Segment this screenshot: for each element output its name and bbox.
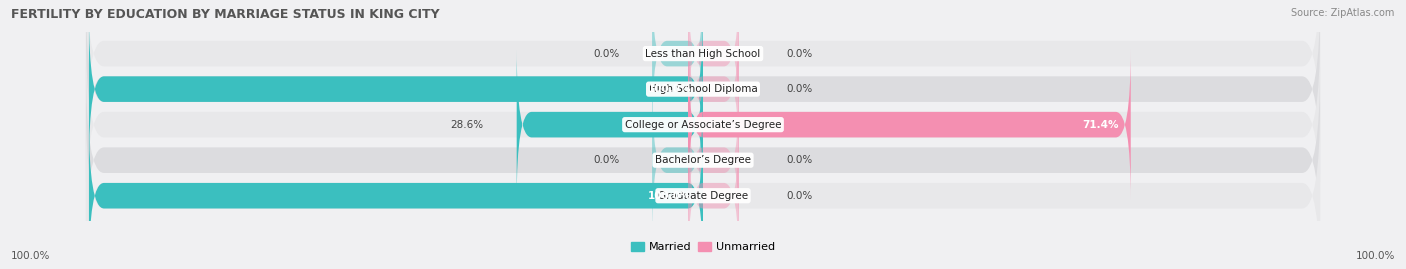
Text: Source: ZipAtlas.com: Source: ZipAtlas.com xyxy=(1291,8,1395,18)
Text: 28.6%: 28.6% xyxy=(450,120,484,130)
FancyBboxPatch shape xyxy=(86,31,1320,218)
Text: College or Associate’s Degree: College or Associate’s Degree xyxy=(624,120,782,130)
Text: FERTILITY BY EDUCATION BY MARRIAGE STATUS IN KING CITY: FERTILITY BY EDUCATION BY MARRIAGE STATU… xyxy=(11,8,440,21)
Text: 0.0%: 0.0% xyxy=(593,155,619,165)
Text: 100.0%: 100.0% xyxy=(1355,251,1395,261)
FancyBboxPatch shape xyxy=(86,102,1320,269)
FancyBboxPatch shape xyxy=(652,84,703,236)
Text: 0.0%: 0.0% xyxy=(787,191,813,201)
Text: 0.0%: 0.0% xyxy=(787,84,813,94)
Text: 71.4%: 71.4% xyxy=(1083,120,1119,130)
FancyBboxPatch shape xyxy=(688,13,740,165)
FancyBboxPatch shape xyxy=(86,66,1320,254)
Text: 0.0%: 0.0% xyxy=(593,49,619,59)
Text: 0.0%: 0.0% xyxy=(787,155,813,165)
Text: 100.0%: 100.0% xyxy=(11,251,51,261)
FancyBboxPatch shape xyxy=(688,49,1130,201)
Text: 100.0%: 100.0% xyxy=(648,191,690,201)
FancyBboxPatch shape xyxy=(688,84,740,236)
Text: 100.0%: 100.0% xyxy=(648,84,690,94)
Text: 0.0%: 0.0% xyxy=(787,49,813,59)
Text: Graduate Degree: Graduate Degree xyxy=(658,191,748,201)
FancyBboxPatch shape xyxy=(652,0,703,130)
FancyBboxPatch shape xyxy=(86,0,1320,183)
Text: Bachelor’s Degree: Bachelor’s Degree xyxy=(655,155,751,165)
Text: High School Diploma: High School Diploma xyxy=(648,84,758,94)
Legend: Married, Unmarried: Married, Unmarried xyxy=(627,237,779,256)
FancyBboxPatch shape xyxy=(89,120,703,269)
FancyBboxPatch shape xyxy=(89,13,703,165)
FancyBboxPatch shape xyxy=(516,49,703,201)
FancyBboxPatch shape xyxy=(688,120,740,269)
Text: Less than High School: Less than High School xyxy=(645,49,761,59)
FancyBboxPatch shape xyxy=(688,0,740,130)
FancyBboxPatch shape xyxy=(86,0,1320,147)
